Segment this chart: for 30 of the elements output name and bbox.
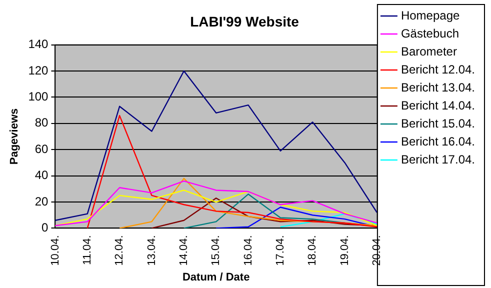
legend-label: Bericht 17.04. bbox=[400, 152, 475, 166]
legend-label: Bericht 14.04. bbox=[400, 98, 475, 112]
x-tick-label: 15.04. bbox=[210, 235, 222, 266]
legend-label: Barometer bbox=[400, 44, 457, 58]
legend-label: Homepage bbox=[400, 8, 460, 22]
y-tick-label: 100 bbox=[28, 90, 49, 104]
y-tick-label: 120 bbox=[28, 63, 49, 78]
y-tick-label: 80 bbox=[34, 116, 49, 130]
y-axis-title: Pageviews bbox=[8, 108, 21, 165]
legend-label: Bericht 16.04. bbox=[400, 134, 475, 148]
x-tick-label: 12.04. bbox=[114, 235, 126, 266]
y-tick-label: 20 bbox=[34, 194, 49, 208]
y-tick-label: 40 bbox=[34, 168, 49, 182]
y-tick-label: 60 bbox=[34, 142, 49, 156]
x-tick-label: 18.04. bbox=[306, 235, 319, 266]
x-axis-title: Datum / Date bbox=[182, 271, 250, 284]
x-tick-label: 11.04. bbox=[81, 235, 94, 265]
legend-label: Bericht 15.04. bbox=[400, 116, 475, 130]
y-tick-label: 140 bbox=[28, 37, 49, 52]
x-tick-label: 10.04. bbox=[49, 235, 62, 266]
x-tick-label: 14.04. bbox=[178, 235, 190, 266]
x-tick-label: 13.04. bbox=[146, 235, 158, 266]
legend-label: Bericht 13.04. bbox=[400, 80, 475, 94]
legend-label: Gästebuch bbox=[400, 26, 459, 40]
chart-title: LABI'99 Website bbox=[190, 13, 300, 30]
x-tick-label: 19.04. bbox=[338, 235, 351, 266]
legend-label: Bericht 12.04. bbox=[400, 62, 475, 76]
y-tick-label: 0 bbox=[42, 220, 49, 235]
x-tick-label: 16.04. bbox=[242, 235, 254, 266]
x-tick-label: 17.04. bbox=[274, 235, 286, 266]
